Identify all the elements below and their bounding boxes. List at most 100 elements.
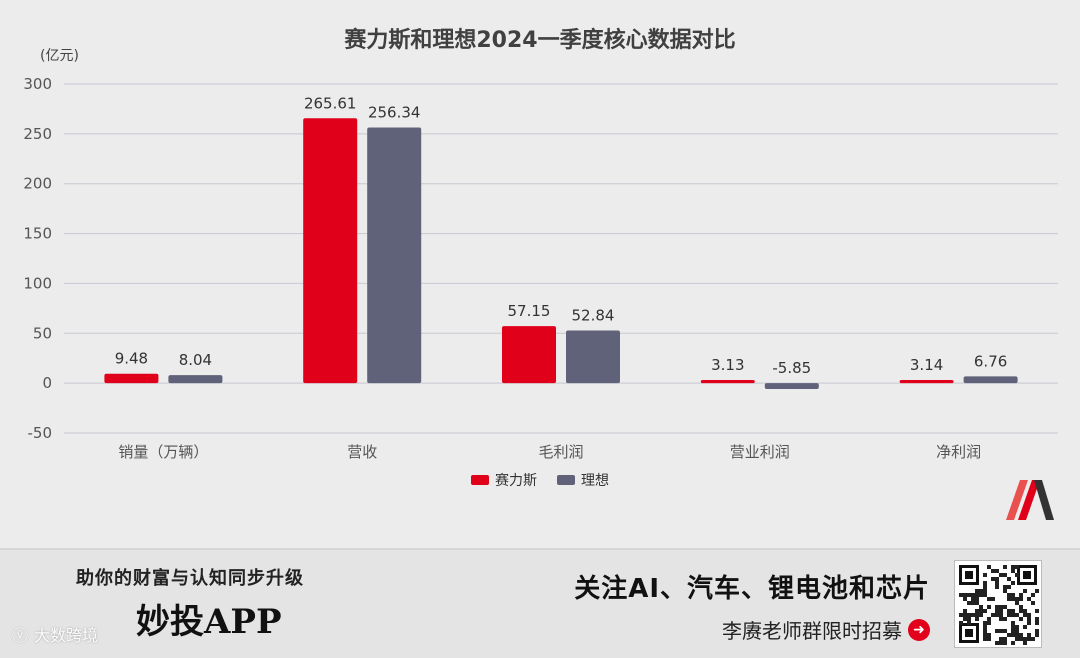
- qr-module: [999, 617, 1003, 621]
- arrow-right-circle-icon[interactable]: ➜: [908, 618, 930, 641]
- qr-module: [1015, 613, 1019, 617]
- qr-module: [971, 613, 975, 617]
- data-label: 52.84: [572, 306, 615, 324]
- qr-module: [971, 601, 975, 605]
- bar: [367, 127, 422, 384]
- data-label: 8.04: [179, 351, 212, 369]
- qr-module: [1007, 613, 1011, 617]
- weibo-icon: ⓥ: [12, 626, 29, 645]
- bar: [303, 118, 358, 384]
- qr-module: [1015, 633, 1019, 637]
- data-label: 9.48: [115, 350, 148, 368]
- qr-module: [995, 609, 999, 613]
- qr-module: [995, 629, 999, 633]
- qr-module: [975, 601, 979, 605]
- banner-right: 关注AI、汽车、锂电池和芯片 李赓老师群限时招募 ➜: [574, 568, 930, 644]
- data-label: 3.13: [711, 356, 744, 374]
- qr-module: [983, 593, 987, 597]
- qr-module: [999, 629, 1003, 633]
- qr-module: [983, 573, 987, 577]
- qr-module: [1023, 637, 1027, 641]
- qr-module: [1007, 593, 1011, 597]
- x-category-label: 营业利润: [730, 443, 790, 461]
- y-tick-label: 50: [33, 324, 52, 342]
- banner-headline: 关注AI、汽车、锂电池和芯片: [574, 574, 930, 604]
- banner-left: 助你的财富与认知同步升级 妙投APP: [76, 564, 376, 643]
- qr-module: [983, 585, 987, 589]
- qr-module: [1007, 597, 1011, 601]
- legend-item: 赛力斯: [471, 470, 537, 490]
- qr-module: [1019, 617, 1023, 621]
- qr-module: [971, 593, 975, 597]
- qr-module: [1011, 613, 1015, 617]
- qr-module: [1035, 621, 1039, 625]
- qr-module: [975, 589, 979, 593]
- qr-module: [987, 633, 991, 637]
- bar: [502, 326, 556, 384]
- qr-module: [1027, 637, 1031, 641]
- qr-module: [991, 569, 995, 573]
- qr-module: [1023, 571, 1031, 579]
- qr-module: [995, 577, 999, 581]
- bar: [764, 383, 819, 389]
- y-tick-label: 0: [42, 374, 52, 392]
- banner-brand[interactable]: 妙投APP: [136, 602, 282, 642]
- data-label: -5.85: [772, 359, 811, 377]
- qr-module: [1019, 593, 1023, 597]
- y-tick-label: 100: [23, 274, 52, 292]
- qr-module: [1011, 625, 1015, 629]
- qr-module: [983, 629, 987, 633]
- qr-module: [963, 597, 967, 601]
- bar: [963, 376, 1018, 384]
- legend-label: 赛力斯: [495, 473, 537, 489]
- qr-module: [999, 613, 1003, 617]
- qr-module: [995, 585, 999, 589]
- qr-module: [995, 581, 999, 585]
- x-category-label: 营收: [347, 443, 377, 461]
- qr-module: [959, 621, 963, 625]
- qr-module: [1003, 605, 1007, 609]
- qr-module: [979, 609, 983, 613]
- legend-item: 理想: [557, 470, 609, 490]
- qr-module: [991, 613, 995, 617]
- data-label: 57.15: [508, 302, 551, 320]
- qr-module: [1011, 621, 1015, 625]
- bar: [899, 380, 954, 384]
- qr-module: [967, 617, 971, 621]
- qr-module: [999, 573, 1003, 577]
- qr-module: [983, 589, 987, 593]
- qr-module: [991, 597, 995, 601]
- qr-module: [1027, 617, 1031, 621]
- data-label: 6.76: [974, 352, 1007, 370]
- qr-module: [979, 613, 983, 617]
- qr-module: [1015, 601, 1019, 605]
- qr-module: [967, 613, 971, 617]
- qr-module: [1011, 569, 1015, 573]
- qr-module: [1031, 593, 1035, 597]
- qr-module: [1023, 613, 1027, 617]
- qr-code-icon[interactable]: [954, 560, 1042, 648]
- qr-module: [1003, 637, 1007, 641]
- qr-module: [987, 597, 991, 601]
- watermark-text: 大数跨境: [34, 626, 99, 645]
- qr-module: [1027, 633, 1031, 637]
- legend-swatch: [557, 475, 575, 485]
- qr-module: [1015, 597, 1019, 601]
- qr-module: [987, 617, 991, 621]
- qr-module: [1027, 621, 1031, 625]
- qr-module: [987, 637, 991, 641]
- qr-module: [1003, 585, 1007, 589]
- qr-module: [1015, 637, 1019, 641]
- qr-module: [983, 637, 987, 641]
- qr-module: [1027, 597, 1031, 601]
- x-category-label: 净利润: [936, 443, 981, 461]
- qr-module: [995, 605, 999, 609]
- banner-subline[interactable]: 李赓老师群限时招募 ➜: [574, 615, 930, 644]
- qr-module: [1035, 609, 1039, 613]
- qr-module: [1015, 565, 1019, 569]
- qr-module: [1019, 597, 1023, 601]
- qr-module: [967, 593, 971, 597]
- qr-module: [959, 613, 963, 617]
- bar: [700, 380, 755, 384]
